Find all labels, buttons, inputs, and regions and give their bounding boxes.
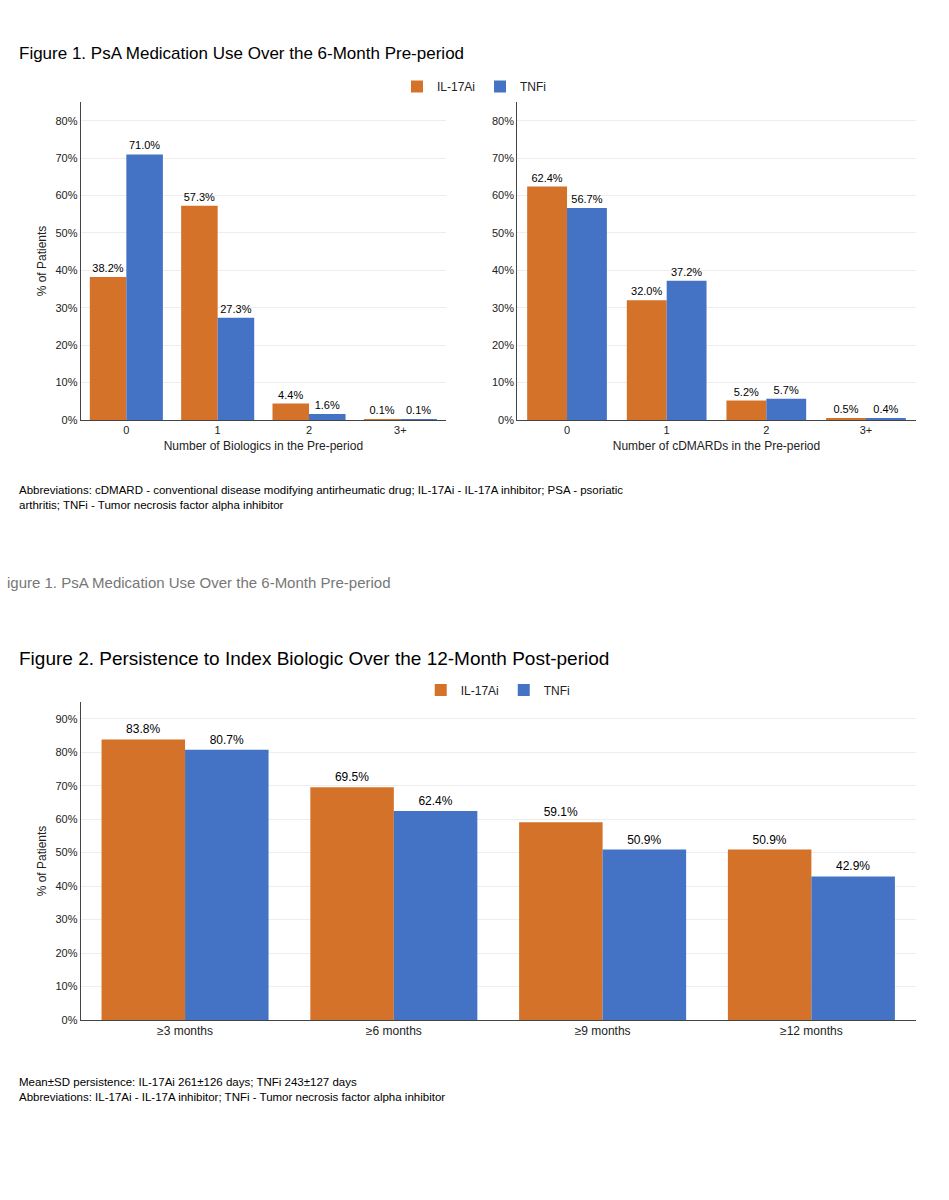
svg-text:10%: 10% (55, 376, 77, 388)
svg-text:1: 1 (664, 424, 670, 436)
svg-text:Number of Biologics in the Pre: Number of Biologics in the Pre-period (164, 439, 363, 453)
svg-text:30%: 30% (55, 302, 77, 314)
svg-text:70%: 70% (55, 780, 77, 792)
svg-text:50%: 50% (55, 227, 77, 239)
svg-text:69.5%: 69.5% (335, 770, 369, 784)
svg-text:71.0%: 71.0% (129, 139, 160, 151)
svg-text:62.4%: 62.4% (531, 172, 562, 184)
svg-text:0%: 0% (62, 1014, 78, 1026)
svg-text:30%: 30% (492, 302, 514, 314)
svg-text:40%: 40% (55, 880, 77, 892)
svg-text:20%: 20% (492, 339, 514, 351)
svg-text:0.4%: 0.4% (873, 403, 898, 415)
svg-text:IL-17Ai: IL-17Ai (461, 684, 499, 698)
svg-text:20%: 20% (55, 339, 77, 351)
svg-text:80%: 80% (55, 746, 77, 758)
svg-text:TNFi: TNFi (520, 80, 546, 94)
svg-text:56.7%: 56.7% (571, 193, 602, 205)
svg-text:≥6 months: ≥6 months (366, 1024, 422, 1038)
svg-text:60%: 60% (55, 189, 77, 201)
svg-text:90%: 90% (55, 713, 77, 725)
svg-text:Mean±SD persistence: IL-17Ai 2: Mean±SD persistence: IL-17Ai 261±126 day… (19, 1076, 445, 1103)
svg-text:83.8%: 83.8% (126, 722, 160, 736)
svg-text:Number of cDMARDs in the Pre-p: Number of cDMARDs in the Pre-period (613, 439, 820, 453)
svg-text:30%: 30% (55, 913, 77, 925)
svg-text:80%: 80% (55, 115, 77, 127)
svg-text:igure 1. PsA Medication Use Ov: igure 1. PsA Medication Use Over the 6-M… (7, 574, 391, 591)
svg-text:32.0%: 32.0% (631, 285, 662, 297)
svg-text:50%: 50% (55, 846, 77, 858)
svg-text:10%: 10% (55, 980, 77, 992)
svg-text:50.9%: 50.9% (627, 833, 661, 847)
svg-text:2: 2 (306, 424, 312, 436)
svg-text:0: 0 (564, 424, 570, 436)
svg-text:80%: 80% (492, 115, 514, 127)
svg-text:Figure 1. PsA Medication Use O: Figure 1. PsA Medication Use Over the 6-… (19, 44, 464, 63)
svg-text:60%: 60% (55, 813, 77, 825)
svg-text:5.2%: 5.2% (734, 386, 759, 398)
svg-text:0%: 0% (498, 414, 514, 426)
svg-text:≥9 months: ≥9 months (575, 1024, 631, 1038)
svg-text:3+: 3+ (860, 424, 873, 436)
svg-text:57.3%: 57.3% (184, 191, 215, 203)
svg-text:27.3%: 27.3% (220, 303, 251, 315)
svg-text:40%: 40% (492, 264, 514, 276)
svg-text:1: 1 (215, 424, 221, 436)
svg-text:40%: 40% (55, 264, 77, 276)
svg-text:3+: 3+ (394, 424, 407, 436)
svg-text:0.1%: 0.1% (369, 404, 394, 416)
svg-text:≥12 months: ≥12 months (780, 1024, 843, 1038)
svg-text:20%: 20% (55, 947, 77, 959)
svg-text:37.2%: 37.2% (671, 266, 702, 278)
svg-text:2: 2 (763, 424, 769, 436)
svg-text:80.7%: 80.7% (210, 733, 244, 747)
svg-text:50.9%: 50.9% (752, 833, 786, 847)
svg-text:4.4%: 4.4% (278, 389, 303, 401)
svg-text:% of Patients: % of Patients (35, 826, 49, 897)
svg-text:10%: 10% (492, 376, 514, 388)
svg-text:TNFi: TNFi (544, 684, 570, 698)
svg-text:IL-17Ai: IL-17Ai (437, 80, 475, 94)
svg-text:60%: 60% (492, 189, 514, 201)
svg-text:% of Patients: % of Patients (35, 226, 49, 297)
svg-text:≥3 months: ≥3 months (157, 1024, 213, 1038)
svg-text:62.4%: 62.4% (418, 794, 452, 808)
svg-text:Abbreviations: cDMARD - conven: Abbreviations: cDMARD - conventional dis… (19, 484, 623, 511)
svg-text:0.5%: 0.5% (833, 403, 858, 415)
svg-text:0: 0 (123, 424, 129, 436)
svg-text:70%: 70% (55, 152, 77, 164)
svg-text:5.7%: 5.7% (774, 384, 799, 396)
svg-text:50%: 50% (492, 227, 514, 239)
svg-text:0%: 0% (62, 414, 78, 426)
svg-text:0.1%: 0.1% (406, 404, 431, 416)
svg-text:Figure 2. Persistence to Index: Figure 2. Persistence to Index Biologic … (19, 648, 609, 669)
svg-text:1.6%: 1.6% (315, 399, 340, 411)
svg-text:38.2%: 38.2% (92, 262, 123, 274)
svg-text:42.9%: 42.9% (836, 859, 870, 873)
svg-text:70%: 70% (492, 152, 514, 164)
svg-text:59.1%: 59.1% (544, 805, 578, 819)
